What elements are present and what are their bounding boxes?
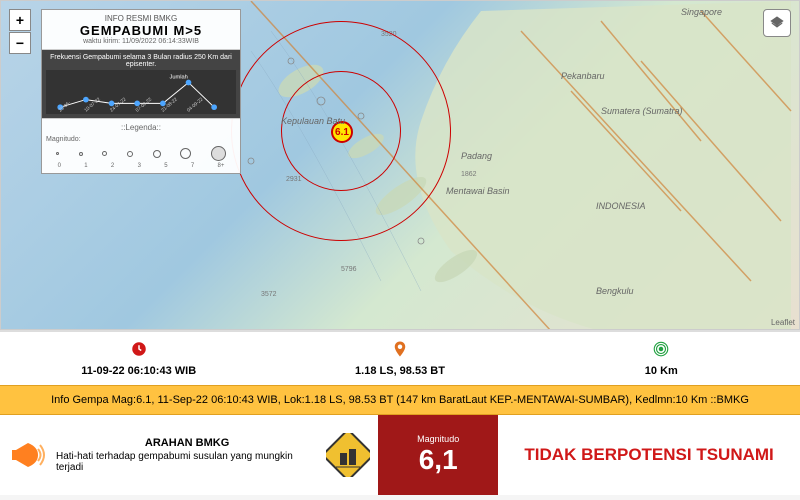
bottom-section: ARAHAN BMKG Hati-hati terhadap gempabumi… bbox=[0, 415, 800, 495]
layers-icon bbox=[769, 15, 785, 31]
tsunami-text: TIDAK BERPOTENSI TSUNAMI bbox=[524, 444, 773, 466]
tsunami-status: TIDAK BERPOTENSI TSUNAMI bbox=[498, 415, 800, 495]
info-panel: INFO RESMI BMKG GEMPABUMI M>5 waktu kiri… bbox=[41, 9, 241, 174]
summary-info-bar: 11-09-22 06:10:43 WIB 1.18 LS, 98.53 BT … bbox=[0, 330, 800, 385]
map-attribution[interactable]: Leaflet bbox=[771, 318, 795, 327]
map-label: Padang bbox=[461, 151, 492, 161]
map-label: Singapore bbox=[681, 7, 722, 17]
location-info: 1.18 LS, 98.53 BT bbox=[269, 340, 530, 377]
svg-text:04-09-22: 04-09-22 bbox=[186, 96, 205, 113]
map-label: Sumatera (Sumatra) bbox=[601, 106, 683, 116]
map-label: INDONESIA bbox=[596, 201, 646, 211]
layers-button[interactable] bbox=[763, 9, 791, 37]
mini-line-chart: Jumlah 25-06- 10-07-22 24-07-22 07-08-22… bbox=[46, 70, 236, 114]
zoom-out-button[interactable]: − bbox=[9, 32, 31, 54]
warning-sign-icon bbox=[326, 433, 370, 477]
svg-text:3572: 3572 bbox=[261, 291, 277, 298]
zoom-controls: + − bbox=[9, 9, 31, 55]
svg-text:1862: 1862 bbox=[461, 171, 477, 178]
guidance-title: ARAHAN BMKG bbox=[56, 437, 318, 449]
clock-icon bbox=[130, 340, 148, 358]
time-info: 11-09-22 06:10:43 WIB bbox=[8, 340, 269, 377]
legend-circles bbox=[46, 146, 236, 161]
magnitude-box: Magnitudo 6,1 bbox=[378, 415, 498, 495]
send-timestamp: waktu kirim: 11/09/2022 06:14:33WIB bbox=[46, 38, 236, 45]
pin-icon bbox=[391, 340, 409, 358]
depth-value: 10 Km bbox=[531, 365, 792, 377]
depth-info: 10 Km bbox=[531, 340, 792, 377]
map-area[interactable]: + − INFO RESMI BMKG GEMPABUMI M>5 waktu … bbox=[0, 0, 800, 330]
earthquake-class-title: GEMPABUMI M>5 bbox=[46, 23, 236, 38]
map-label: Mentawai Basin bbox=[446, 186, 510, 196]
map-label: Pekanbaru bbox=[561, 71, 605, 81]
legend: ::Legenda:: Magnitudo: 0123578+ bbox=[42, 119, 240, 173]
chart-title: Frekuensi Gempabumi selama 3 Bulan radiu… bbox=[46, 54, 236, 68]
location-value: 1.18 LS, 98.53 BT bbox=[269, 365, 530, 377]
svg-text:3520: 3520 bbox=[381, 31, 397, 38]
epicenter-marker[interactable]: 6.1 bbox=[331, 121, 353, 143]
guidance-text: ARAHAN BMKG Hati-hati terhadap gempabumi… bbox=[56, 437, 318, 473]
bmkg-earthquake-page: + − INFO RESMI BMKG GEMPABUMI M>5 waktu … bbox=[0, 0, 800, 500]
megaphone-icon bbox=[8, 435, 48, 475]
legend-labels: 0123578+ bbox=[46, 163, 236, 169]
jumlah-label: Jumlah bbox=[170, 75, 188, 81]
magnitude-label: Magnitudo: bbox=[46, 136, 236, 143]
alert-banner: Info Gempa Mag:6.1, 11-Sep-22 06:10:43 W… bbox=[0, 385, 800, 415]
legend-title: ::Legenda:: bbox=[46, 123, 236, 132]
map-label: Bengkulu bbox=[596, 286, 634, 296]
svg-text:2931: 2931 bbox=[286, 176, 302, 183]
guidance-body: Hati-hati terhadap gempabumi susulan yan… bbox=[56, 451, 318, 473]
depth-icon bbox=[652, 340, 670, 358]
epicenter-dot: 6.1 bbox=[331, 121, 353, 143]
info-source: INFO RESMI BMKG bbox=[46, 14, 236, 23]
svg-text:5796: 5796 bbox=[341, 266, 357, 273]
time-value: 11-09-22 06:10:43 WIB bbox=[8, 365, 269, 377]
guidance-box: ARAHAN BMKG Hati-hati terhadap gempabumi… bbox=[0, 415, 378, 495]
frequency-chart: Frekuensi Gempabumi selama 3 Bulan radiu… bbox=[42, 50, 240, 119]
info-panel-header: INFO RESMI BMKG GEMPABUMI M>5 waktu kiri… bbox=[42, 10, 240, 50]
magnitude-label: Magnitudo bbox=[417, 434, 459, 444]
magnitude-value: 6,1 bbox=[419, 444, 458, 476]
zoom-in-button[interactable]: + bbox=[9, 9, 31, 31]
